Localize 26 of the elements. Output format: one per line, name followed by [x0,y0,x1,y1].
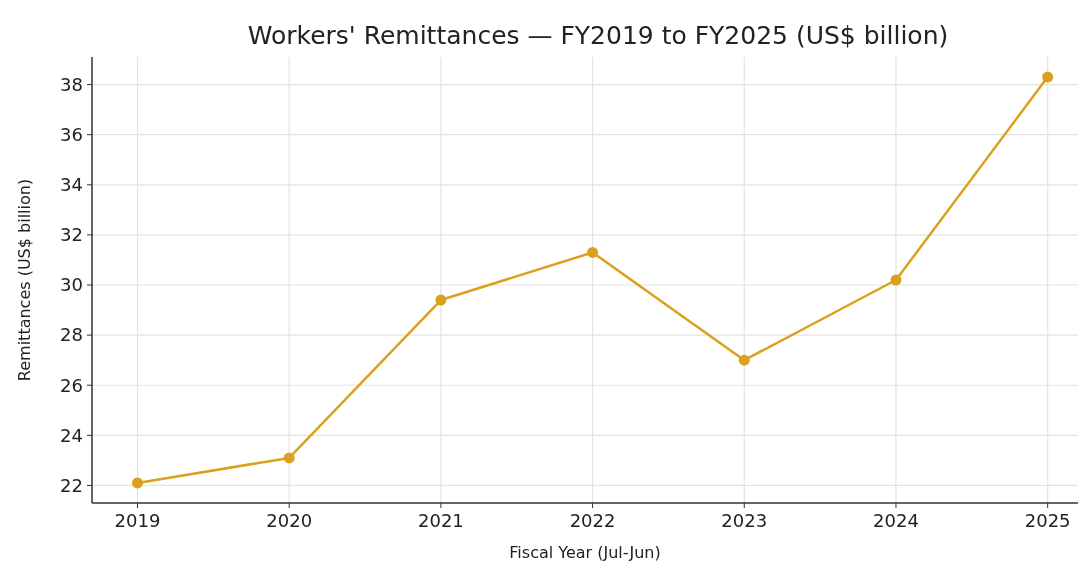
y-axis-title: Remittances (US$ billion) [15,178,34,382]
y-tick-label: 30 [60,274,83,296]
point [435,294,447,306]
chart-title: Workers' Remittances — FY2019 to FY2025 (US$ billion) [247,21,949,50]
x-tick-label: 2025 [1024,510,1071,531]
y-tick-label: 38 [60,73,83,95]
x-tick-label: 2021 [417,510,464,531]
x-tick-label: 2023 [721,510,768,531]
point [132,477,144,489]
y-tick-label: 32 [60,224,83,246]
y-tick-label: 36 [60,123,83,145]
point [738,354,750,366]
x-axis-title: Fiscal Year (Jul-Jun) [509,543,661,562]
x-tick-label: 2022 [569,510,616,531]
point [890,274,902,286]
y-tick-label: 24 [60,424,83,446]
y-tick-label: 22 [60,474,83,496]
x-tick-label: 2024 [873,510,919,531]
point [587,246,599,258]
y-tick-label: 34 [60,174,83,196]
x-tick-label: 2020 [266,510,313,531]
point [283,452,295,464]
x-tick-label: 2019 [114,510,161,531]
y-tick-label: 26 [60,374,83,396]
point [1042,71,1054,83]
y-tick-label: 28 [60,324,83,346]
